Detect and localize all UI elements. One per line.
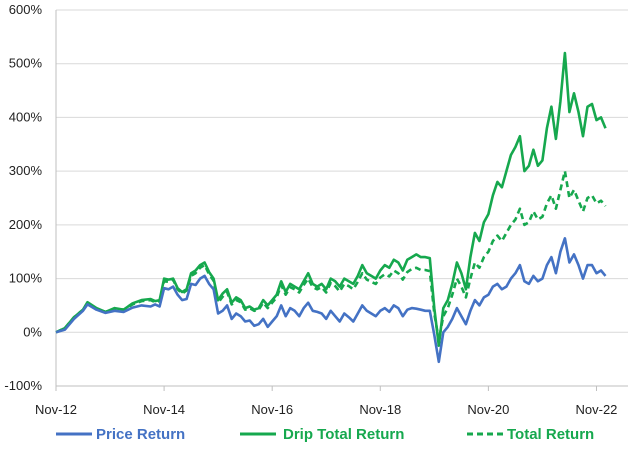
x-tick-label: Nov-18 <box>359 402 401 417</box>
y-axis-tick-labels: -100% 0% 100% 200% 300% 400% 500% 600% <box>4 2 42 393</box>
series-line-price-return <box>55 237 607 364</box>
y-tick-label: 400% <box>9 109 43 124</box>
series-line-drip-total-return <box>55 51 607 347</box>
y-tick-label: 100% <box>9 271 43 286</box>
axes <box>55 10 628 391</box>
gridlines <box>56 9 628 387</box>
legend-label: Drip Total Return <box>283 426 404 443</box>
y-tick-label: 300% <box>9 163 43 178</box>
x-tick-label: Nov-22 <box>576 402 618 417</box>
series-line-total-return <box>55 169 607 342</box>
y-tick-label: 600% <box>9 2 43 17</box>
x-tick-label: Nov-14 <box>143 402 185 417</box>
x-tick-label: Nov-16 <box>251 402 293 417</box>
legend-label: Price Return <box>96 426 185 443</box>
y-tick-label: 0% <box>23 324 42 339</box>
legend: Price Return Drip Total Return Total Retur… <box>56 426 594 443</box>
x-tick-label: Nov-20 <box>467 402 509 417</box>
y-tick-label: 200% <box>9 217 43 232</box>
x-axis-tick-labels: Nov-12 Nov-14 Nov-16 Nov-18 Nov-20 Nov-22 <box>35 402 617 417</box>
legend-label: Total Return <box>507 426 594 443</box>
y-tick-label: -100% <box>4 378 42 393</box>
x-tick-label: Nov-12 <box>35 402 77 417</box>
y-tick-label: 500% <box>9 56 43 71</box>
series-lines <box>55 51 607 364</box>
